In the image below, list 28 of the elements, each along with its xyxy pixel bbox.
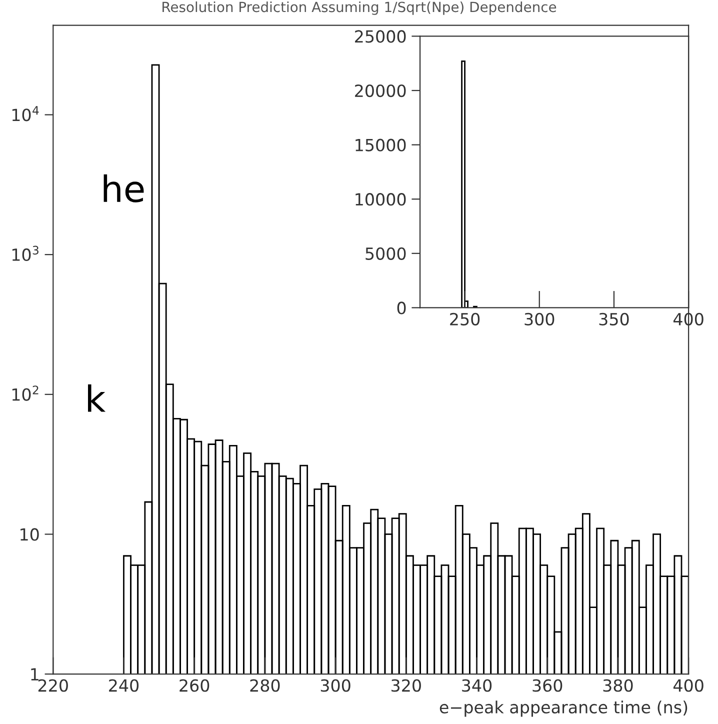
x-tick-label: 250 xyxy=(450,312,480,326)
annotation: he xyxy=(104,174,144,202)
y-tick-label: 1 xyxy=(31,668,38,680)
x-tick-label: 320 xyxy=(392,679,421,692)
y-tick-label: 10000 xyxy=(356,193,406,206)
y-tick-label: 10$^{4}$ xyxy=(12,106,39,122)
x-tick-label: 360 xyxy=(532,679,562,692)
y-tick-label: 25000 xyxy=(355,30,406,43)
x-tick-label: 280 xyxy=(250,679,280,692)
x-tick-label: 400 xyxy=(673,679,704,692)
x-tick-label: 260 xyxy=(180,679,210,692)
x-tick-label: 300 xyxy=(524,312,554,326)
y-tick-label: 5000 xyxy=(366,247,406,260)
annotation: k xyxy=(88,384,106,412)
x-axis-title: e−peak appearance time (ns) xyxy=(440,700,688,717)
x-tick-label: 350 xyxy=(599,312,629,326)
x-tick-label: 340 xyxy=(462,679,492,692)
y-tick-label: 10$^{3}$ xyxy=(12,246,38,262)
y-tick-label: 15000 xyxy=(356,138,406,152)
x-tick-label: 240 xyxy=(109,679,139,692)
y-tick-label: 20000 xyxy=(355,84,406,98)
x-tick-label: 220 xyxy=(38,679,68,692)
y-tick-label: 0 xyxy=(397,302,406,314)
x-tick-label: 300 xyxy=(320,679,350,692)
chart-title: Resolution Prediction Assuming 1/Sqrt(Npe) Dependence xyxy=(162,1,556,15)
x-tick-label: 380 xyxy=(603,679,633,692)
y-tick-label: 10 xyxy=(20,528,39,541)
y-tick-label: 10$^{2}$ xyxy=(12,386,38,401)
